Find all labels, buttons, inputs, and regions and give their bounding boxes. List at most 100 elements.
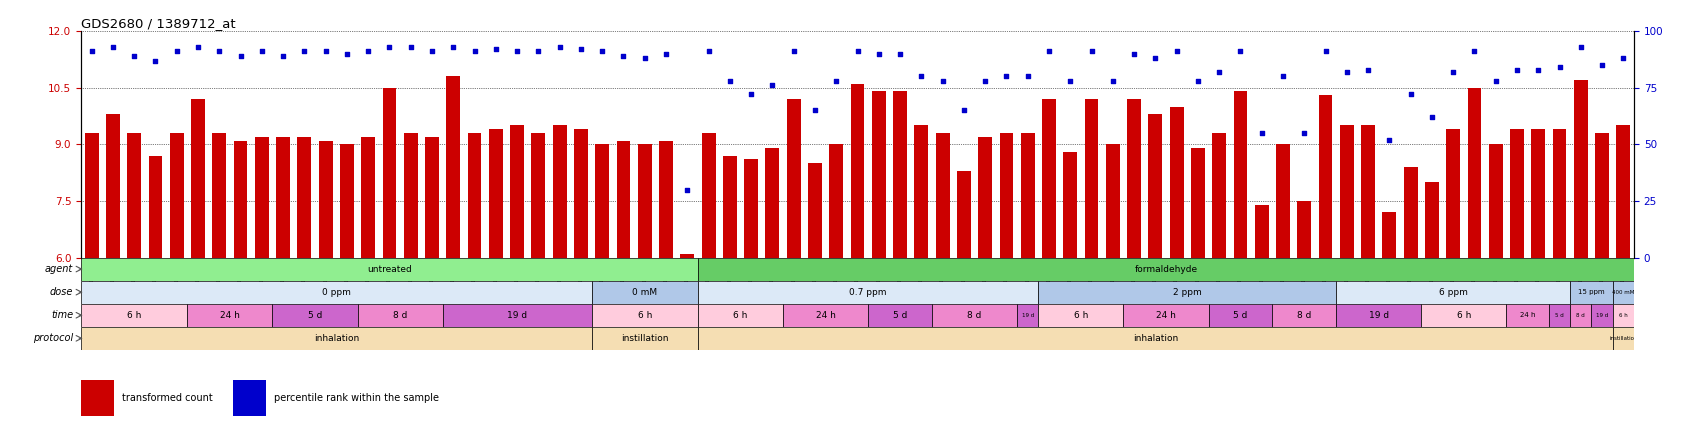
Bar — [383, 88, 397, 258]
Text: 2 ppm: 2 ppm — [1173, 288, 1202, 297]
Bar — [358, 304, 442, 327]
Text: 0.7 ppm: 0.7 ppm — [849, 288, 886, 297]
Bar — [1340, 126, 1354, 258]
Bar — [702, 133, 716, 258]
Bar — [697, 327, 1612, 350]
Bar — [1337, 281, 1570, 304]
Bar — [187, 304, 272, 327]
Point — [844, 48, 871, 55]
Text: time: time — [51, 310, 73, 320]
Point — [1312, 48, 1339, 55]
Point — [206, 48, 233, 55]
Text: 400 mM: 400 mM — [1612, 289, 1634, 295]
Bar — [1124, 304, 1209, 327]
Point — [334, 50, 361, 57]
Bar — [1511, 129, 1524, 258]
Bar — [829, 144, 842, 258]
Bar — [591, 281, 697, 304]
Bar — [591, 304, 697, 327]
Point — [993, 73, 1020, 80]
Point — [1185, 77, 1212, 84]
Point — [822, 77, 849, 84]
Point — [802, 107, 829, 114]
Bar — [1106, 144, 1119, 258]
Bar — [1018, 304, 1038, 327]
Text: 8 d: 8 d — [393, 311, 407, 320]
Point — [290, 48, 317, 55]
Point — [228, 52, 255, 59]
Point — [142, 57, 169, 64]
Bar — [468, 133, 481, 258]
Bar — [1041, 99, 1057, 258]
Point — [270, 52, 297, 59]
Point — [1291, 130, 1318, 137]
Text: untreated: untreated — [366, 265, 412, 274]
Text: 0 mM: 0 mM — [633, 288, 657, 297]
Bar — [1592, 304, 1612, 327]
Bar — [638, 144, 652, 258]
Bar — [697, 304, 783, 327]
Text: percentile rank within the sample: percentile rank within the sample — [273, 393, 439, 403]
Bar — [868, 304, 932, 327]
Bar — [1570, 304, 1592, 327]
Text: 8 d: 8 d — [1577, 313, 1585, 318]
Point — [1398, 91, 1425, 98]
Point — [1121, 50, 1148, 57]
Bar — [1612, 281, 1634, 304]
Bar — [1337, 304, 1421, 327]
Bar — [658, 141, 674, 258]
Text: 6 ppm: 6 ppm — [1438, 288, 1467, 297]
Point — [1247, 130, 1274, 137]
Bar — [1038, 281, 1337, 304]
Bar — [697, 281, 1038, 304]
Point — [609, 52, 636, 59]
Text: formaldehyde: formaldehyde — [1134, 265, 1197, 274]
Bar — [1361, 126, 1376, 258]
Point — [695, 48, 722, 55]
Bar — [277, 137, 290, 258]
Bar — [81, 327, 591, 350]
Text: protocol: protocol — [34, 333, 73, 343]
Bar — [1617, 126, 1631, 258]
Bar — [1550, 304, 1570, 327]
Point — [354, 48, 381, 55]
Bar — [1234, 91, 1247, 258]
Bar — [915, 126, 928, 258]
Text: 8 d: 8 d — [967, 311, 982, 320]
Point — [164, 48, 191, 55]
Bar — [1085, 99, 1099, 258]
Bar — [297, 137, 311, 258]
Bar — [191, 99, 204, 258]
Point — [248, 48, 275, 55]
Bar — [1212, 133, 1225, 258]
Bar — [783, 304, 868, 327]
Bar — [425, 137, 439, 258]
Bar — [339, 144, 354, 258]
Bar — [81, 281, 591, 304]
Text: 6 h: 6 h — [638, 311, 652, 320]
Bar — [149, 156, 162, 258]
Point — [312, 48, 339, 55]
Text: inhalation: inhalation — [314, 334, 360, 343]
Point — [376, 44, 403, 51]
Bar — [957, 171, 971, 258]
Text: instillation: instillation — [621, 334, 668, 343]
Bar — [1128, 99, 1141, 258]
Bar — [255, 137, 268, 258]
Point — [1079, 48, 1106, 55]
Bar — [1553, 129, 1566, 258]
Point — [441, 44, 468, 51]
Bar — [1170, 107, 1183, 258]
Point — [78, 48, 105, 55]
Point — [419, 48, 446, 55]
Bar — [1425, 182, 1438, 258]
Bar — [1038, 304, 1124, 327]
Text: 19 d: 19 d — [1369, 311, 1389, 320]
Bar — [446, 76, 461, 258]
Bar — [1421, 304, 1506, 327]
Point — [1163, 48, 1190, 55]
Text: 5 d: 5 d — [893, 311, 906, 320]
Text: GDS2680 / 1389712_at: GDS2680 / 1389712_at — [81, 17, 236, 30]
Bar — [170, 133, 184, 258]
Point — [184, 44, 211, 51]
